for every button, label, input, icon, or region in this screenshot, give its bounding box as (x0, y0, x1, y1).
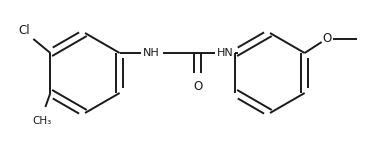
Text: HN: HN (217, 48, 234, 58)
Text: NH: NH (143, 48, 160, 58)
Text: CH₃: CH₃ (33, 116, 52, 126)
Text: O: O (193, 80, 202, 93)
Text: O: O (322, 33, 331, 46)
Text: Cl: Cl (18, 24, 30, 36)
